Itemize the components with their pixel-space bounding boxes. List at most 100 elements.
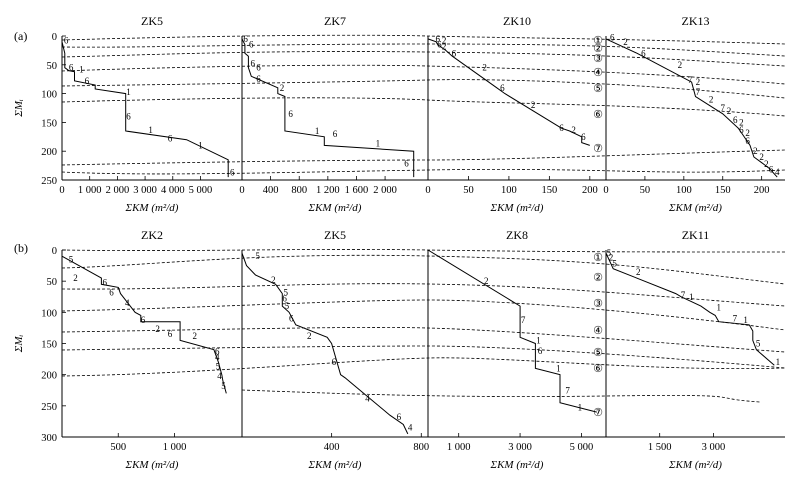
x-tick-label: 0: [59, 185, 64, 196]
panel-label-b: (b): [14, 241, 28, 255]
data-label: 7: [521, 315, 526, 325]
x-tick-label: 4 000: [161, 185, 185, 196]
data-label: 2: [696, 77, 701, 87]
data-label: 4: [775, 167, 780, 177]
data-label: 7: [696, 87, 701, 97]
x-tick-label: 150: [541, 185, 557, 196]
data-label: 1: [743, 315, 748, 325]
data-label: 2: [484, 276, 489, 286]
data-label: 5: [756, 339, 761, 349]
x-tick-label: 3 000: [508, 442, 532, 453]
y-tick-label: 300: [41, 433, 57, 444]
data-label: 6: [745, 136, 750, 146]
data-label: 6: [332, 357, 337, 367]
layer-number-b: ⑤: [593, 347, 603, 359]
data-label: 1: [376, 139, 381, 149]
data-label: 2: [678, 60, 683, 70]
data-label: 1: [776, 357, 781, 367]
data-label: 6: [404, 158, 409, 168]
x-axis-label: ΣKM (m²/d): [308, 202, 362, 214]
layer-number-a: ②: [593, 43, 603, 55]
data-label: 6: [109, 287, 114, 297]
x-tick-label: 2 000: [106, 185, 130, 196]
data-label: 2: [271, 275, 276, 285]
data-label: 6: [739, 125, 744, 135]
layer-boundary-line: [61, 79, 786, 99]
data-label: 2: [571, 125, 576, 135]
series-line: [427, 249, 597, 413]
data-label: 5: [255, 251, 260, 261]
data-label: 6: [250, 59, 255, 69]
data-label: 5: [285, 301, 290, 311]
series-line: [61, 250, 227, 394]
data-label: 6: [500, 83, 505, 93]
x-axis-label: ΣKM (m²/d): [125, 459, 179, 471]
data-label: 6: [641, 48, 646, 58]
data-label: 6: [559, 123, 564, 133]
layer-number-b: ①: [593, 252, 603, 264]
data-label: 6: [333, 129, 338, 139]
series-line: [241, 250, 409, 435]
data-label: 6: [243, 34, 248, 44]
series-line: [241, 36, 415, 178]
data-label: 2: [609, 252, 614, 262]
x-tick-label: 1 600: [345, 185, 369, 196]
series-line: [427, 36, 590, 146]
data-label: 1: [198, 140, 203, 150]
x-tick-label: 800: [413, 442, 429, 453]
layer-boundary-line: [61, 299, 786, 331]
layer-number-b: ⑦: [593, 407, 603, 419]
data-label: 6: [435, 34, 440, 44]
data-label: 2: [307, 331, 312, 341]
y-tick-label: 150: [41, 340, 57, 351]
series-line: [605, 36, 778, 178]
data-label: 6: [282, 294, 287, 304]
data-label: 5: [283, 287, 288, 297]
data-label: 2: [193, 331, 198, 341]
layer-boundary-line: [61, 283, 786, 307]
x-axis-label: ΣKM (m²/d): [668, 459, 722, 471]
x-tick-label: 200: [754, 185, 770, 196]
x-tick-label: 1 500: [648, 442, 672, 453]
data-label: 1: [315, 126, 320, 136]
chart-b-ZK2: ZK2 500 1 000 0 50 100 150 200 250 300 ΣKM (m²/d) Σ…: [13, 228, 242, 471]
data-label: 1: [717, 302, 722, 312]
data-label: 4: [217, 371, 222, 381]
data-label: 6: [85, 76, 90, 86]
data-label: 6: [437, 40, 442, 50]
y-tick-label: 100: [41, 308, 57, 319]
data-label: 6: [289, 314, 294, 324]
layer-number-a: ⑤: [593, 83, 603, 95]
x-tick-label: 0: [603, 185, 608, 196]
data-label: 2: [623, 37, 628, 47]
data-label: 4: [408, 423, 413, 433]
data-label: 7: [688, 75, 693, 85]
layer-boundary-line: [61, 64, 786, 85]
data-label: 2: [280, 83, 285, 93]
data-label: 1: [689, 292, 694, 302]
layer-number-a: ③: [593, 53, 603, 65]
chart-title: ZK5: [141, 14, 163, 28]
y-tick-label: 50: [47, 277, 58, 288]
layer-number-b: ③: [593, 298, 603, 310]
data-label: 6: [168, 329, 173, 339]
layer-boundary-line: [61, 357, 786, 377]
data-label: 1: [148, 125, 153, 135]
y-tick-label: 150: [41, 118, 57, 129]
panel-label-a: (a): [14, 29, 27, 43]
layer-boundary-line: [61, 43, 786, 57]
series-line: [61, 36, 229, 178]
data-label: 6: [256, 74, 261, 84]
data-label: 6: [256, 63, 261, 73]
data-label: 2: [753, 146, 758, 156]
layer-number-b: ④: [593, 325, 603, 337]
layer-boundary-line: [61, 149, 786, 166]
y-axis-label: ΣMᵢ: [13, 99, 25, 118]
x-tick-label: 400: [324, 442, 340, 453]
y-tick-label: 100: [41, 90, 57, 101]
x-axis-label: ΣKM (m²/d): [668, 202, 722, 214]
x-tick-label: 1 200: [316, 185, 340, 196]
